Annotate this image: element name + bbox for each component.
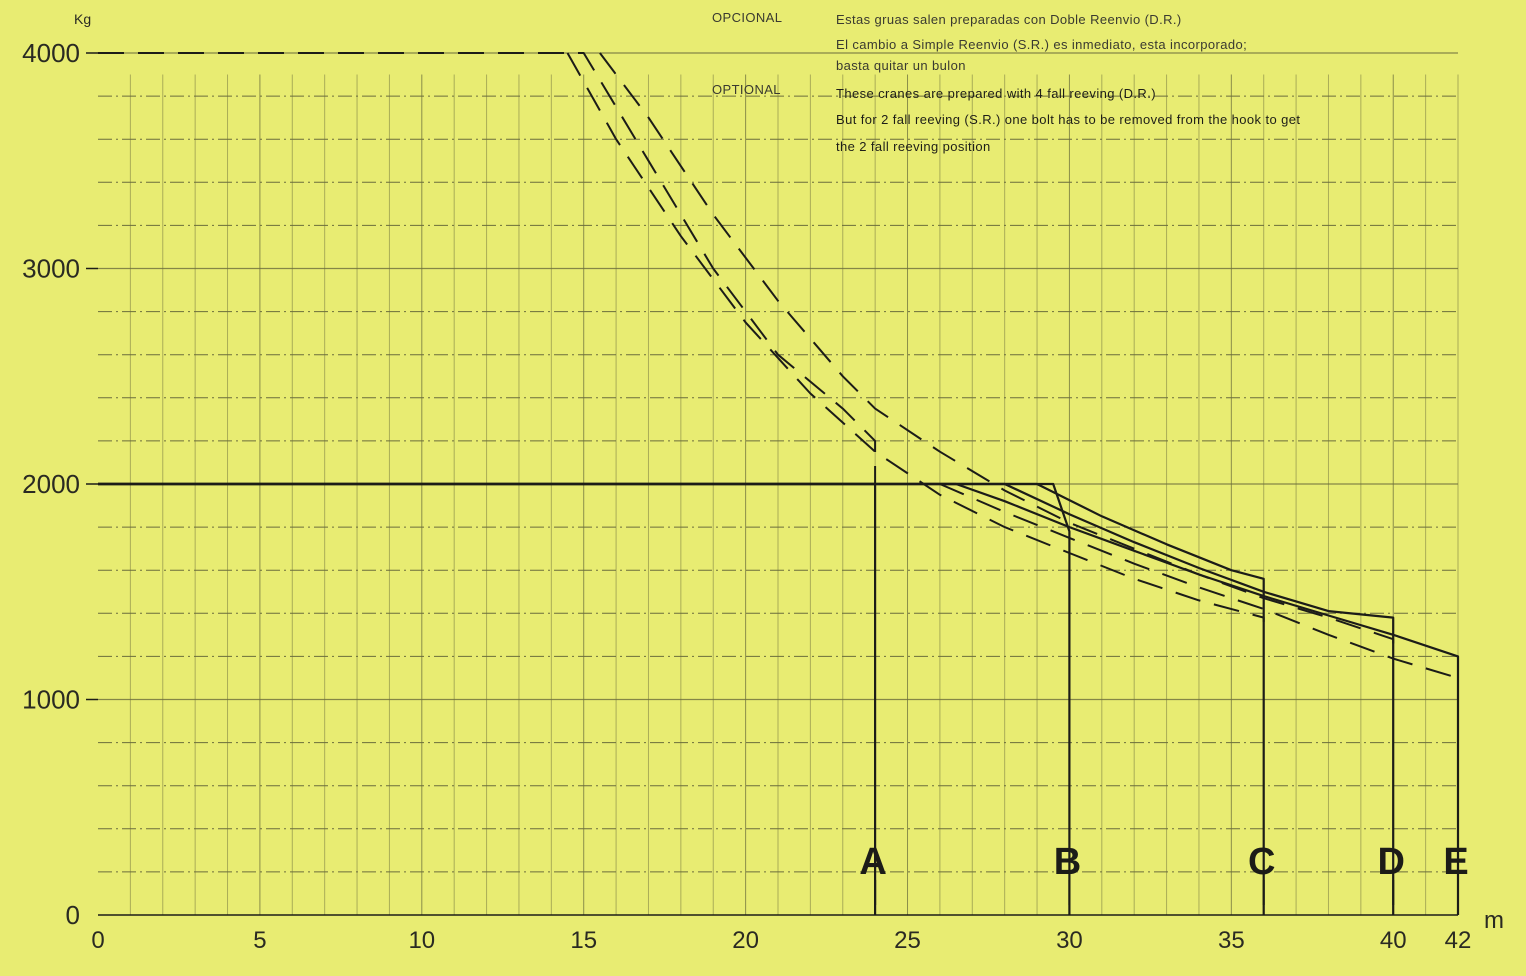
x-unit-label: m: [1484, 907, 1504, 934]
x-tick-label: 5: [253, 927, 266, 954]
note-optional-label: OPTIONAL: [712, 82, 781, 97]
reeving-note: OPCIONAL Estas gruas salen preparadas co…: [712, 10, 1300, 154]
x-tick-label: 15: [570, 927, 597, 954]
note-optional-line-2: But for 2 fall reeving (S.R.) one bolt h…: [836, 112, 1300, 127]
curve-label-d: D: [1378, 841, 1405, 883]
y-tick-label: 3000: [22, 254, 80, 284]
note-optional-line-1: These cranes are prepared with 4 fall re…: [836, 86, 1156, 101]
x-tick-label: 25: [894, 927, 921, 954]
curve-label-c: C: [1248, 841, 1275, 883]
chart-series: [98, 52, 1460, 915]
x-tick-label: 20: [732, 927, 759, 954]
x-tick-label: 30: [1056, 927, 1083, 954]
y-tick-label: 0: [66, 900, 80, 930]
note-opcional-line-1: Estas gruas salen preparadas con Doble R…: [836, 12, 1182, 27]
y-tick-label: 4000: [22, 38, 80, 68]
note-opcional-label: OPCIONAL: [712, 10, 782, 25]
curve-label-a: A: [859, 841, 886, 883]
curve-label-e: E: [1443, 841, 1468, 883]
y-tick-label: 1000: [22, 685, 80, 715]
series-line-d: [98, 482, 1395, 915]
note-opcional-line-2: El cambio a Simple Reenvio (S.R.) es inm…: [836, 37, 1247, 52]
series-line-a-d-r: [98, 52, 877, 484]
curve-label-b: B: [1054, 841, 1081, 883]
x-tick-label: 42: [1445, 927, 1472, 954]
chart-axes: Kg m 0 1000 2000 3000 4000 0 5 10 15 20 25 30 35 40 42: [22, 11, 1504, 954]
x-tick-label: 0: [91, 927, 104, 954]
series-line-d-d-r: [599, 52, 1395, 644]
y-tick-label: 2000: [22, 469, 80, 499]
note-opcional-line-3: basta quitar un bulon: [836, 58, 966, 73]
series-line-c: [98, 482, 1265, 915]
chart-grid: [98, 52, 1459, 915]
x-tick-label: 35: [1218, 927, 1245, 954]
y-unit-label: Kg: [74, 11, 91, 27]
x-tick-label: 10: [408, 927, 435, 954]
note-optional-line-3: the 2 fall reeving position: [836, 139, 991, 154]
x-tick-label: 40: [1380, 927, 1407, 954]
series-line-e-d-r: [939, 483, 1459, 679]
series-line-c-d-r: [566, 52, 1265, 622]
